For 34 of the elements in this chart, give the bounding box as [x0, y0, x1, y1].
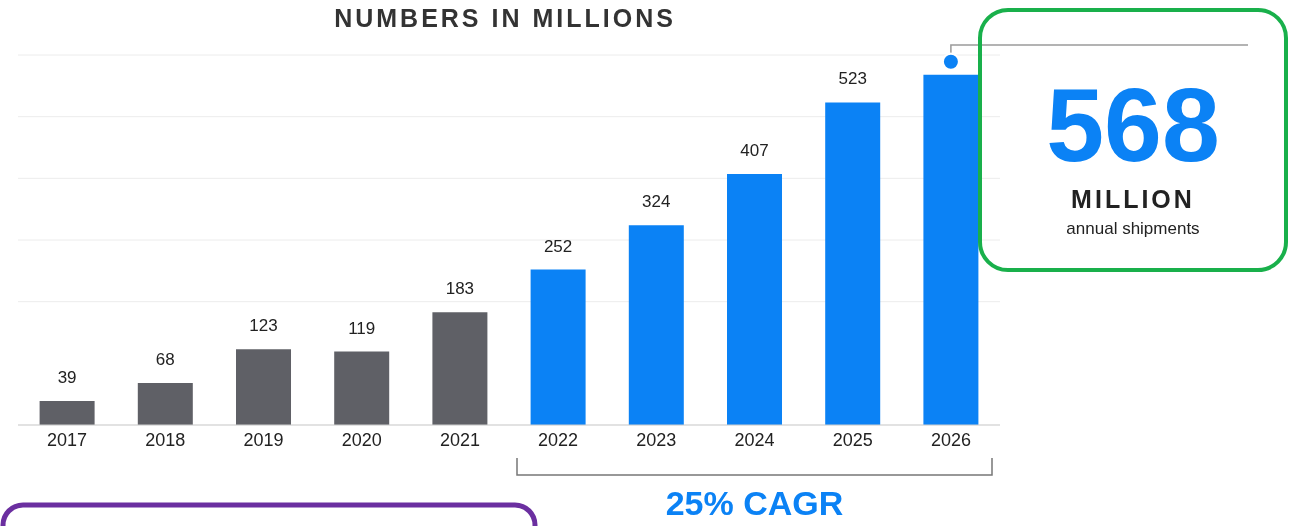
bar: [334, 351, 390, 425]
annotation: 568: [1045, 67, 1221, 183]
bar: [530, 269, 586, 425]
data-label: 68: [155, 350, 175, 370]
bar: [137, 383, 193, 425]
chart-title: NUMBERS IN MILLIONS: [333, 4, 677, 33]
text: 25% CAGR: [664, 484, 845, 523]
x-tick-label: 2025: [832, 429, 873, 450]
bar: [923, 74, 979, 425]
x-tick-label: 2020: [341, 429, 382, 450]
text: MILLION: [1070, 185, 1196, 214]
data-label: 324: [642, 192, 671, 212]
x-tick-label: 2023: [636, 429, 677, 450]
x-tick-label: 2017: [47, 429, 88, 450]
x-tick-label: 2018: [145, 429, 186, 450]
bar: [432, 312, 488, 425]
x-tick-label: 2019: [243, 429, 284, 450]
data-label: 252: [543, 236, 573, 256]
data-label: 407: [740, 141, 769, 161]
text: annual shipments: [1065, 219, 1201, 239]
data-label: 183: [445, 279, 475, 299]
bar: [628, 225, 684, 425]
data-label: 123: [249, 316, 278, 336]
x-tick-label: 2021: [439, 429, 480, 450]
bar: [825, 102, 881, 425]
data-label: 523: [838, 69, 867, 89]
data-label: 39: [57, 367, 77, 387]
x-tick-label: 2022: [538, 429, 579, 450]
x-tick-label: 2024: [734, 429, 775, 450]
data-label: 119: [348, 318, 376, 338]
bar: [236, 349, 291, 425]
bar: [727, 174, 782, 425]
x-tick-label: 2026: [930, 429, 971, 450]
bar: [39, 400, 95, 425]
